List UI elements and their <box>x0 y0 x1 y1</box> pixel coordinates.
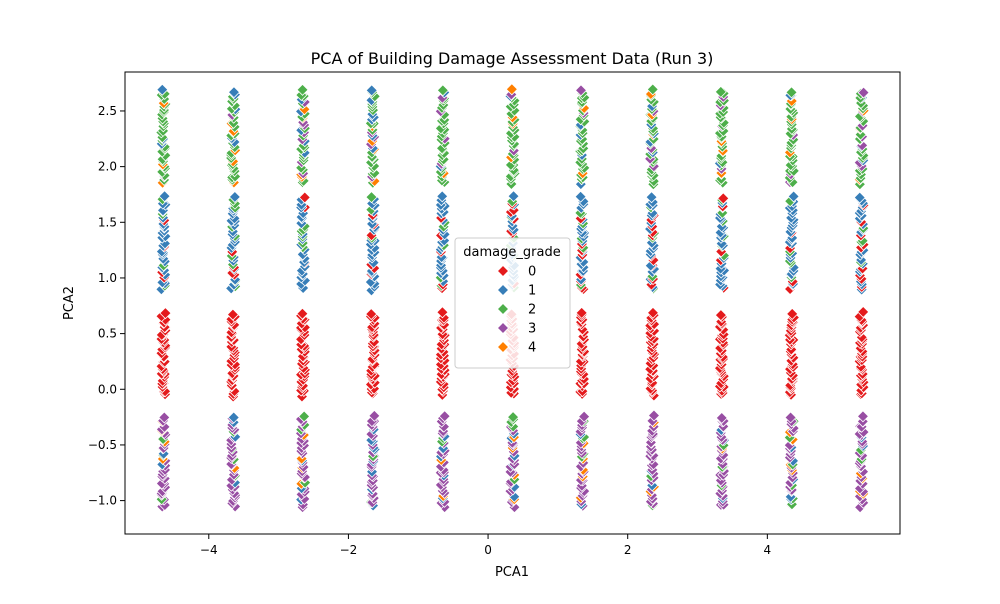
data-point <box>158 190 171 203</box>
data-point <box>159 307 172 320</box>
data-point <box>787 190 800 203</box>
data-point <box>786 307 799 320</box>
x-tick-label: 2 <box>624 543 632 557</box>
legend-marker-3 <box>496 321 510 335</box>
data-point <box>714 85 727 98</box>
data-point <box>436 84 449 97</box>
legend-marker-4 <box>496 340 510 354</box>
legend-title: damage_grade <box>463 245 560 260</box>
data-point <box>368 409 381 422</box>
x-tick-label: −4 <box>200 543 218 557</box>
data-point <box>578 410 591 423</box>
y-tick-label: 2.5 <box>98 104 117 118</box>
data-point <box>646 306 660 319</box>
data-point <box>228 190 241 203</box>
legend-marker-0 <box>496 264 510 278</box>
data-point <box>505 83 518 96</box>
data-point <box>717 192 730 205</box>
y-tick-label: 1.0 <box>98 271 117 285</box>
data-point <box>438 410 451 423</box>
y-tick-label: 0.0 <box>98 382 117 396</box>
data-point <box>296 83 309 96</box>
data-point <box>365 84 378 97</box>
data-point <box>507 190 520 203</box>
data-point <box>506 411 520 424</box>
data-point <box>857 86 870 99</box>
data-point <box>365 191 378 204</box>
data-point <box>298 410 311 423</box>
legend-label-2: 2 <box>528 303 536 318</box>
x-axis-ticks: −4 −2 0 2 4 <box>200 534 771 557</box>
data-point <box>856 410 870 423</box>
y-tick-label: −1.0 <box>88 494 117 508</box>
legend-marker-1 <box>496 283 510 297</box>
legend-box <box>454 237 571 369</box>
y-axis-ticks: −1.0 −0.5 0.0 0.5 1.0 1.5 2.0 2.5 <box>88 104 125 508</box>
data-point <box>296 307 309 320</box>
data-point <box>574 190 587 203</box>
data-point <box>647 409 661 422</box>
data-point <box>227 86 241 99</box>
data-point <box>785 86 798 99</box>
chart-title: PCA of Building Damage Assessment Data (… <box>311 49 714 68</box>
data-point <box>227 411 240 424</box>
y-tick-label: 0.5 <box>98 327 117 341</box>
legend-label-0: 0 <box>528 265 536 280</box>
x-tick-label: 4 <box>764 543 772 557</box>
y-tick-label: 1.5 <box>98 215 117 229</box>
data-point <box>226 308 239 321</box>
y-tick-label: 2.0 <box>98 160 117 174</box>
data-point <box>715 411 728 425</box>
data-point <box>365 307 378 321</box>
legend-label-1: 1 <box>528 284 536 299</box>
legend-marker-2 <box>496 302 510 316</box>
data-point <box>857 305 870 318</box>
data-point <box>574 84 588 97</box>
legend: damage_grade 0 1 2 3 4 <box>454 237 571 369</box>
data-point <box>646 83 659 96</box>
plot-area-frame <box>124 71 901 535</box>
data-point <box>784 411 797 424</box>
data-point <box>853 191 866 204</box>
data-point <box>298 191 311 204</box>
y-axis-label: PCA2 <box>62 286 77 320</box>
y-tick-label: −0.5 <box>88 438 117 452</box>
data-point <box>575 306 588 319</box>
data-points <box>155 83 870 514</box>
legend-label-4: 4 <box>528 341 536 356</box>
data-point <box>645 191 658 204</box>
x-axis-label: PCA1 <box>495 565 529 580</box>
data-point <box>436 190 449 203</box>
x-tick-label: −2 <box>340 543 358 557</box>
x-tick-label: 0 <box>484 543 492 557</box>
legend-items: 0 1 2 3 4 <box>496 264 536 356</box>
data-point <box>156 83 169 96</box>
legend-label-3: 3 <box>528 322 536 337</box>
data-point <box>158 411 171 424</box>
data-point <box>436 306 449 319</box>
data-point <box>714 309 727 322</box>
